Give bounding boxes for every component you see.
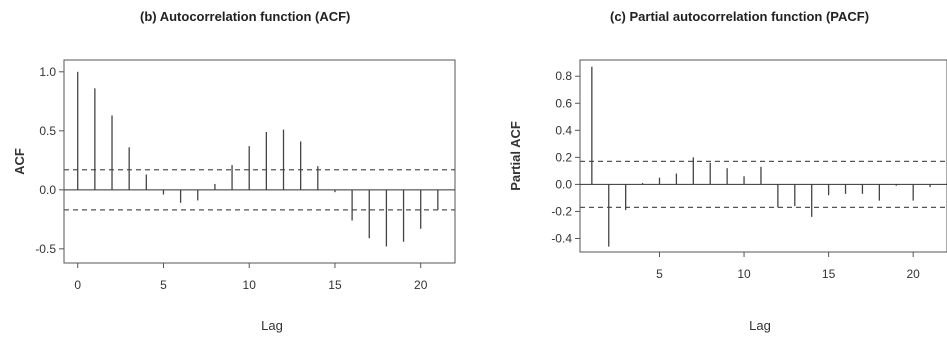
pacf-y-tick-label: 0.8 — [555, 69, 572, 83]
pacf-chart-title: (c) Partial autocorrelation function (PA… — [610, 9, 870, 24]
pacf-x-axis-label: Lag — [749, 318, 771, 333]
acf-x-tick-label: 20 — [414, 278, 428, 292]
pacf-plot-frame — [579, 59, 947, 253]
pacf-x-tick-label: 10 — [737, 267, 751, 281]
acf-x-tick-label: 5 — [160, 278, 167, 292]
acf-plot-frame — [63, 59, 456, 264]
pacf-y-tick-label: -0.2 — [551, 204, 572, 218]
pacf-y-tick-label: 0.4 — [555, 123, 572, 137]
acf-y-tick-label: 1.0 — [39, 65, 56, 79]
acf-x-axis-label: Lag — [261, 318, 283, 333]
acf-x-tick-label: 0 — [74, 278, 81, 292]
pacf-x-tick-label: 15 — [822, 267, 836, 281]
acf-y-tick-label: 0.0 — [39, 183, 56, 197]
pacf-x-tick-label: 20 — [906, 267, 920, 281]
pacf-x-tick-label: 5 — [656, 267, 663, 281]
pacf-y-tick-label: 0.2 — [555, 150, 572, 164]
pacf-y-tick-label: -0.4 — [551, 231, 572, 245]
pacf-y-tick-label: 0.0 — [555, 177, 572, 191]
pacf-y-axis-label: Partial ACF — [508, 121, 523, 191]
acf-x-tick-label: 15 — [328, 278, 342, 292]
acf-y-tick-label: -0.5 — [35, 242, 56, 256]
acf-y-tick-label: 0.5 — [39, 124, 56, 138]
acf-x-tick-label: 10 — [243, 278, 257, 292]
acf-y-axis-label: ACF — [12, 148, 27, 175]
pacf-y-tick-label: 0.6 — [555, 96, 572, 110]
acf-chart-title: (b) Autocorrelation function (ACF) — [140, 9, 351, 24]
